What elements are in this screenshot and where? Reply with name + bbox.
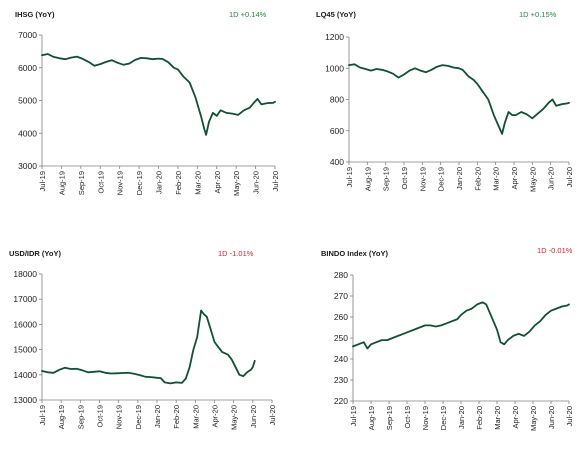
x-tick-label: Jun-20 bbox=[547, 406, 556, 429]
y-tick-label: 15000 bbox=[13, 345, 37, 355]
x-tick-label: Oct-19 bbox=[400, 167, 409, 190]
panel-bindo-index: BINDO Index (YoY) 1D -0.01% 280 270 260 250… bbox=[293, 224, 587, 449]
series-line bbox=[348, 63, 570, 135]
y-tick-label: 250 bbox=[334, 333, 348, 343]
x-tick-label: Aug-19 bbox=[363, 167, 372, 191]
x-tick-label: Jul-19 bbox=[38, 171, 47, 191]
chart-title: USD/IDR (YoY) bbox=[9, 249, 61, 258]
x-tick-label: Sep-19 bbox=[385, 406, 394, 430]
y-tick-label: 270 bbox=[334, 291, 348, 301]
x-tick-label: Jul-19 bbox=[38, 405, 47, 425]
y-tick-label: 4000 bbox=[18, 128, 37, 138]
chart-title: LQ45 (YoY) bbox=[316, 10, 356, 19]
x-tick-label: May-20 bbox=[230, 405, 239, 430]
x-tick-label: Feb-20 bbox=[172, 405, 181, 429]
x-tick-label: Nov-19 bbox=[418, 167, 427, 191]
y-tick-label: 1200 bbox=[325, 32, 344, 42]
x-tick-label: Dec-19 bbox=[134, 405, 143, 429]
x-tick-label: Aug-19 bbox=[57, 171, 66, 195]
x-tick-label: Dec-19 bbox=[437, 167, 446, 191]
x-tick-label: Nov-19 bbox=[116, 171, 125, 195]
x-tick-label: Nov-19 bbox=[421, 406, 430, 430]
y-tick-label: 6000 bbox=[18, 63, 37, 73]
x-tick-label: Sep-19 bbox=[77, 171, 86, 195]
y-tick-label: 13000 bbox=[13, 395, 37, 405]
panel-ihsg: IHSG (YoY) 1D +0.14% 7000 6000 5000 4000 300… bbox=[0, 0, 293, 224]
series-line bbox=[41, 309, 256, 385]
x-tick-label: Sep-19 bbox=[76, 405, 85, 429]
y-tick-label: 230 bbox=[334, 375, 348, 385]
x-tick-label: Jan-20 bbox=[457, 406, 466, 429]
x-tick-label: Feb-20 bbox=[475, 406, 484, 430]
panel-lq45: LQ45 (YoY) 1D +0.15% 1200 1000 800 600 400 Ju… bbox=[293, 0, 587, 224]
x-tick-label: Jan-20 bbox=[155, 171, 164, 194]
chart-title: BINDO Index (YoY) bbox=[321, 249, 388, 258]
y-tick-label: 1000 bbox=[325, 63, 344, 73]
y-tick-label: 14000 bbox=[13, 370, 37, 380]
y-tick-label: 18000 bbox=[13, 269, 37, 279]
x-tick-label: Mar-20 bbox=[193, 171, 202, 195]
x-tick-label: Aug-19 bbox=[57, 405, 66, 429]
x-tick-label: Mar-20 bbox=[493, 406, 502, 430]
daily-change-label: 1D -0.01% bbox=[537, 246, 573, 255]
x-tick-label: Jul-20 bbox=[271, 171, 280, 191]
x-tick-label: Apr-20 bbox=[211, 405, 220, 428]
series-line bbox=[352, 301, 570, 350]
x-tick-label: Oct-19 bbox=[96, 171, 105, 194]
x-tick-label: Feb-20 bbox=[174, 171, 183, 195]
y-tick-label: 3000 bbox=[18, 161, 37, 171]
y-tick-label: 260 bbox=[334, 312, 348, 322]
y-tick-label: 16000 bbox=[13, 319, 37, 329]
y-tick-label: 240 bbox=[334, 354, 348, 364]
y-tick-label: 17000 bbox=[13, 294, 37, 304]
x-tick-label: Jul-20 bbox=[565, 167, 574, 187]
panel-usd-idr: USD/IDR (YoY) 1D -1.01% 18000 17000 16000 1… bbox=[0, 224, 293, 449]
daily-change-label: 1D -1.01% bbox=[218, 249, 254, 258]
x-tick-label: Jan-20 bbox=[455, 167, 464, 190]
x-tick-label: Jan-20 bbox=[153, 405, 162, 428]
x-tick-label: Apr-20 bbox=[510, 167, 519, 190]
x-tick-label: Oct-19 bbox=[403, 406, 412, 429]
x-tick-label: Feb-20 bbox=[473, 167, 482, 191]
x-tick-label: Mar-20 bbox=[191, 405, 200, 429]
y-tick-label: 7000 bbox=[18, 30, 37, 40]
x-tick-label: Dec-19 bbox=[135, 171, 144, 195]
x-tick-label: Nov-19 bbox=[115, 405, 124, 429]
chart-title: IHSG (YoY) bbox=[15, 10, 55, 19]
series-line bbox=[41, 53, 276, 136]
x-tick-label: Jul-19 bbox=[345, 167, 354, 187]
x-tick-label: Jul-20 bbox=[565, 406, 574, 426]
x-tick-label: Jun-20 bbox=[252, 171, 261, 194]
x-tick-label: May-20 bbox=[232, 171, 241, 196]
x-tick-label: Aug-19 bbox=[367, 406, 376, 430]
x-tick-label: Mar-20 bbox=[492, 167, 501, 191]
daily-change-label: 1D +0.14% bbox=[229, 10, 267, 19]
y-tick-label: 5000 bbox=[18, 96, 37, 106]
x-tick-label: Jun-20 bbox=[547, 167, 556, 190]
x-tick-label: Oct-19 bbox=[96, 405, 105, 428]
x-tick-label: Apr-20 bbox=[213, 171, 222, 194]
x-tick-label: May-20 bbox=[529, 406, 538, 431]
x-tick-label: Jul-20 bbox=[268, 405, 277, 425]
x-tick-label: Apr-20 bbox=[511, 406, 520, 429]
x-tick-label: Sep-19 bbox=[382, 167, 391, 191]
y-tick-label: 400 bbox=[330, 157, 344, 167]
x-tick-label: Jun-20 bbox=[249, 405, 258, 428]
x-tick-label: Jul-19 bbox=[349, 406, 358, 426]
y-tick-label: 600 bbox=[330, 126, 344, 136]
y-tick-label: 220 bbox=[334, 396, 348, 406]
x-tick-label: May-20 bbox=[528, 167, 537, 192]
y-tick-label: 280 bbox=[334, 270, 348, 280]
y-tick-label: 800 bbox=[330, 95, 344, 105]
daily-change-label: 1D +0.15% bbox=[519, 10, 557, 19]
x-tick-label: Dec-19 bbox=[439, 406, 448, 430]
